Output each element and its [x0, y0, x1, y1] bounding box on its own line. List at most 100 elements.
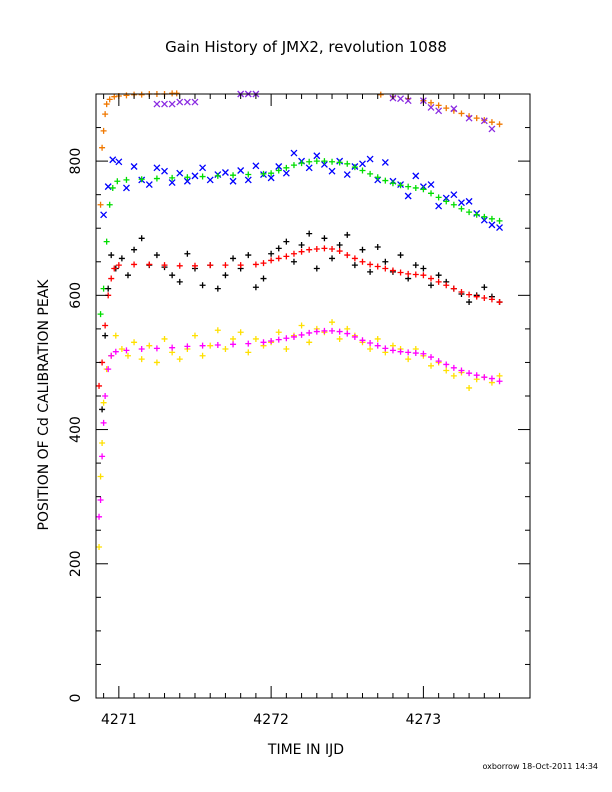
data-point-series-5 — [359, 246, 366, 253]
data-point-series-7 — [367, 346, 374, 353]
y-tick-label: 400 — [68, 416, 84, 443]
data-point-series-7 — [237, 329, 244, 336]
data-point-series-5 — [321, 235, 328, 242]
data-point-series-4 — [466, 209, 473, 216]
data-point-series-3 — [183, 177, 191, 185]
data-point-series-4 — [374, 174, 381, 181]
data-point-series-2 — [161, 100, 168, 108]
data-point-series-5 — [99, 406, 106, 413]
data-point-series-7 — [298, 322, 305, 329]
data-point-series-5 — [260, 275, 267, 282]
data-point-series-4 — [283, 164, 290, 171]
data-point-series-4 — [443, 198, 450, 205]
data-point-series-6 — [359, 258, 366, 265]
data-point-series-5 — [102, 332, 109, 339]
data-point-series-8 — [496, 378, 503, 385]
data-point-series-2 — [435, 107, 443, 115]
y-axis: 0 200 400 600 800 — [68, 127, 530, 702]
data-point-series-3 — [435, 202, 443, 210]
data-point-series-7 — [306, 339, 313, 346]
data-point-series-3 — [115, 158, 123, 166]
data-point-series-3 — [458, 199, 465, 207]
data-point-series-5 — [275, 245, 282, 252]
data-point-series-3 — [366, 155, 374, 163]
data-point-series-8 — [405, 349, 412, 356]
data-point-series-5 — [169, 272, 176, 279]
data-point-series-5 — [222, 272, 229, 279]
data-point-series-6 — [428, 275, 435, 282]
data-point-series-5 — [329, 255, 336, 262]
data-point-series-6 — [321, 245, 328, 252]
data-point-series-8 — [275, 336, 282, 343]
data-point-series-6 — [336, 248, 343, 255]
data-point-series-2 — [427, 103, 435, 111]
data-point-series-5 — [268, 250, 275, 257]
data-point-series-6 — [237, 262, 244, 269]
data-point-series-5 — [176, 278, 183, 285]
data-point-series-6 — [367, 261, 374, 268]
data-point-series-4 — [382, 177, 389, 184]
data-point-series-6 — [450, 285, 457, 292]
data-point-series-7 — [96, 544, 103, 550]
data-point-series-6 — [146, 261, 153, 268]
data-point-series-5 — [199, 282, 206, 289]
data-point-series-6 — [268, 257, 275, 264]
data-point-series-6 — [488, 296, 495, 303]
x-tick-label: 4272 — [253, 712, 289, 728]
data-point-series-8 — [268, 337, 275, 344]
data-point-series-4 — [275, 167, 282, 174]
data-point-series-3 — [359, 160, 366, 168]
data-point-series-8 — [298, 331, 305, 338]
plot-frame — [95, 93, 531, 699]
data-point-series-8 — [389, 347, 396, 354]
data-point-series-1 — [99, 144, 106, 151]
x-axis: 4271 4272 4273 — [101, 94, 501, 728]
data-point-series-6 — [412, 271, 419, 278]
data-point-series-8 — [96, 513, 103, 520]
data-point-series-7 — [199, 352, 206, 359]
data-point-series-7 — [405, 356, 412, 363]
data-point-series-5 — [230, 255, 237, 262]
data-point-series-5 — [412, 262, 419, 269]
data-point-series-8 — [450, 364, 457, 371]
data-point-series-8 — [344, 330, 351, 337]
data-point-series-7 — [207, 342, 214, 349]
data-point-series-6 — [374, 263, 381, 270]
data-point-series-8 — [260, 339, 267, 346]
data-point-series-6 — [115, 262, 122, 269]
data-point-series-8 — [443, 361, 450, 368]
data-point-series-1 — [435, 102, 442, 109]
data-point-series-8 — [420, 350, 427, 357]
data-point-series-3 — [130, 163, 138, 170]
data-point-series-4 — [245, 171, 252, 178]
data-point-series-7 — [275, 329, 282, 336]
x-tick-label: 4271 — [101, 712, 137, 728]
data-point-series-2 — [397, 95, 405, 103]
data-point-series-6 — [435, 278, 442, 285]
data-point-series-4 — [481, 213, 488, 220]
data-point-series-3 — [221, 169, 229, 176]
data-point-series-6 — [496, 299, 503, 306]
y-tick-label: 200 — [68, 550, 84, 577]
data-point-series-4 — [106, 201, 113, 208]
data-point-series-8 — [367, 339, 374, 346]
data-point-series-6 — [176, 262, 183, 269]
data-point-series-8 — [306, 329, 313, 336]
data-point-series-3 — [404, 192, 412, 200]
data-point-series-3 — [442, 194, 450, 202]
data-point-series-7 — [138, 356, 145, 363]
data-point-series-2 — [450, 105, 458, 113]
data-point-series-1 — [102, 111, 109, 118]
data-point-series-6 — [397, 269, 404, 276]
data-point-series-4 — [329, 158, 336, 165]
data-point-series-7 — [283, 346, 290, 353]
data-point-series-7 — [496, 372, 503, 379]
data-point-series-7 — [153, 359, 160, 366]
data-point-series-7 — [450, 372, 457, 379]
data-point-series-3 — [450, 191, 458, 199]
data-point-series-4 — [420, 186, 427, 193]
data-point-series-5 — [428, 282, 435, 289]
data-point-series-6 — [329, 246, 336, 253]
data-point-series-6 — [473, 293, 480, 300]
data-point-series-8 — [374, 342, 381, 349]
